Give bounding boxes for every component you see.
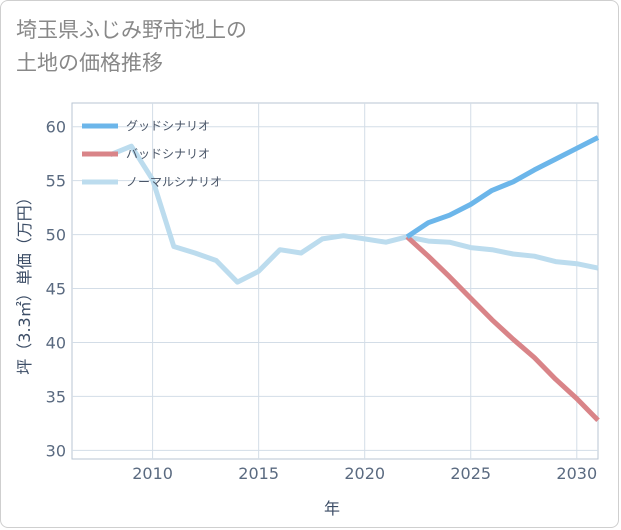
x-axis-label: 年 bbox=[324, 499, 340, 518]
legend-label: グッドシナリオ bbox=[126, 119, 210, 133]
x-tick-label: 2020 bbox=[344, 464, 385, 483]
y-tick-label: 35 bbox=[46, 387, 66, 406]
y-tick-label: 55 bbox=[46, 172, 66, 191]
series-line-1 bbox=[405, 234, 600, 422]
y-tick-label: 45 bbox=[46, 280, 66, 299]
y-tick-label: 30 bbox=[46, 441, 66, 460]
legend-label: バッドシナリオ bbox=[126, 147, 210, 161]
y-tick-label: 50 bbox=[46, 226, 66, 245]
y-axis-label: 坪（3.3㎡）単価（万円） bbox=[15, 189, 34, 374]
title-line-2: 土地の価格推移 bbox=[16, 51, 163, 75]
y-tick-label: 60 bbox=[46, 118, 66, 137]
x-tick-label: 2025 bbox=[450, 464, 491, 483]
series-line-0 bbox=[405, 135, 600, 239]
grid-lines bbox=[72, 103, 598, 459]
chart-title: 埼玉県ふじみ野市池上の 土地の価格推移 bbox=[16, 14, 247, 80]
y-tick-label: 40 bbox=[46, 333, 66, 352]
series-line-2 bbox=[109, 143, 599, 285]
x-tick-label: 2015 bbox=[238, 464, 279, 483]
x-tick-label: 2030 bbox=[556, 464, 597, 483]
plot-area bbox=[71, 102, 599, 460]
title-line-1: 埼玉県ふじみ野市池上の bbox=[16, 18, 247, 42]
x-tick-label: 2010 bbox=[132, 464, 173, 483]
tick-labels: 30 35 40 45 50 55 60 2010 2015 2020 2025 2030 bbox=[46, 118, 598, 483]
legend-label: ノーマルシナリオ bbox=[126, 175, 222, 189]
series-lines bbox=[109, 135, 600, 422]
